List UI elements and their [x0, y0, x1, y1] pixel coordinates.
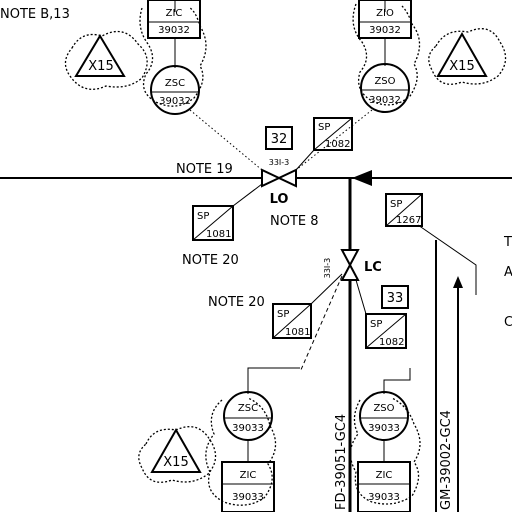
sp-number: 1267 — [396, 215, 421, 226]
zic-type: ZIC — [240, 470, 257, 481]
line-label-fd: FD-39051-GC4 — [334, 414, 349, 510]
edge-text-a: A — [504, 265, 512, 280]
sp-number: 1081 — [206, 229, 231, 240]
valve-lo: 33I-3 LO — [261, 158, 297, 207]
zic-number: 39032 — [158, 25, 190, 36]
revision-x15-top-left: X15 — [64, 30, 148, 90]
valve-tag: 33I-3 — [269, 158, 290, 167]
leader-sp-33 — [355, 279, 367, 315]
zio-type: ZIO — [376, 8, 394, 19]
revision-label: X15 — [163, 455, 188, 470]
zic-number: 39033 — [232, 492, 264, 503]
valve-tag: 33I-3 — [323, 258, 332, 279]
valve-number-box-32: 32 — [265, 126, 293, 150]
sp-label: SP — [277, 309, 289, 320]
valve-number: 33 — [387, 291, 404, 306]
revision-x15-bottom-left: X15 — [138, 426, 217, 483]
note-20-b: NOTE 20 — [208, 295, 265, 310]
flow-arrow — [352, 170, 372, 186]
sp-label: SP — [197, 211, 209, 222]
zsc-top: ZSC 39032 — [150, 65, 200, 115]
revision-label: X15 — [88, 59, 113, 74]
sp-box-top: SP 1082 — [313, 117, 353, 151]
valve-lc: 33I-3 LC — [323, 249, 382, 281]
sp-box-note20: SP 1081 — [272, 303, 312, 339]
leader-sp-note20 — [310, 273, 343, 305]
edge-text-t: T — [503, 235, 512, 250]
sp-box-right: SP 1267 — [385, 193, 423, 227]
zso-top: ZSO 39032 — [360, 63, 410, 113]
sp-box-33: SP 1082 — [365, 313, 407, 349]
zic-bottom-right: ZIC 39033 — [357, 461, 411, 512]
zic-type: ZIC — [166, 8, 183, 19]
valve-position: LO — [270, 192, 289, 207]
sp-number: 1082 — [379, 337, 404, 348]
signal-zsc-valve — [189, 109, 263, 171]
revision-x15-top-right: X15 — [428, 28, 507, 85]
signal-lc-left — [299, 275, 343, 373]
valve-number: 32 — [271, 132, 288, 147]
zsc-number: 39032 — [159, 96, 191, 107]
revision-cloud-top-right — [352, 3, 421, 106]
zsc-bottom: ZSC 39033 — [223, 391, 273, 441]
zsc-type: ZSC — [165, 78, 185, 89]
revision-cloud-top-left — [139, 7, 207, 107]
zso-number: 39032 — [369, 95, 401, 106]
sp-label: SP — [390, 199, 402, 210]
leader-sp-left — [232, 183, 263, 207]
leader-zsc-bottom — [247, 367, 300, 394]
edge-text-c: C — [504, 315, 512, 330]
valve-number-box-33: 33 — [381, 285, 409, 309]
sp-box-left: SP 1081 — [192, 205, 234, 241]
note-b13: NOTE B,13 — [0, 7, 70, 22]
line-label-gm: GM-39002-GC4 — [439, 410, 454, 510]
zso-bottom: ZSO 39033 — [359, 391, 409, 441]
signal-line-right — [417, 224, 477, 295]
zso-number: 39033 — [368, 423, 400, 434]
zio-number: 39032 — [369, 25, 401, 36]
zso-type: ZSO — [374, 76, 395, 87]
zic-number: 39033 — [368, 492, 400, 503]
zic-bottom: ZIC 39033 — [221, 461, 275, 512]
leader-zso-bottom — [383, 368, 411, 394]
revision-cloud-bottom-left — [205, 397, 277, 506]
zsc-number: 39033 — [232, 423, 264, 434]
note-8: NOTE 8 — [270, 214, 319, 229]
signal-zso-valve — [295, 109, 373, 171]
note-19: NOTE 19 — [176, 162, 233, 177]
note-20-a: NOTE 20 — [182, 253, 239, 268]
zic-type: ZIC — [376, 470, 393, 481]
sp-label: SP — [370, 319, 382, 330]
zso-type: ZSO — [373, 403, 394, 414]
zsc-type: ZSC — [238, 403, 258, 414]
gm-arrow — [453, 276, 463, 288]
valve-position: LC — [364, 260, 382, 275]
leader-sp-top — [295, 149, 315, 171]
zic-top-left: ZIC 39032 — [147, 0, 201, 39]
sp-label: SP — [318, 122, 330, 133]
sp-number: 1082 — [325, 139, 350, 150]
sp-number: 1081 — [285, 327, 310, 338]
revision-label: X15 — [449, 59, 474, 74]
